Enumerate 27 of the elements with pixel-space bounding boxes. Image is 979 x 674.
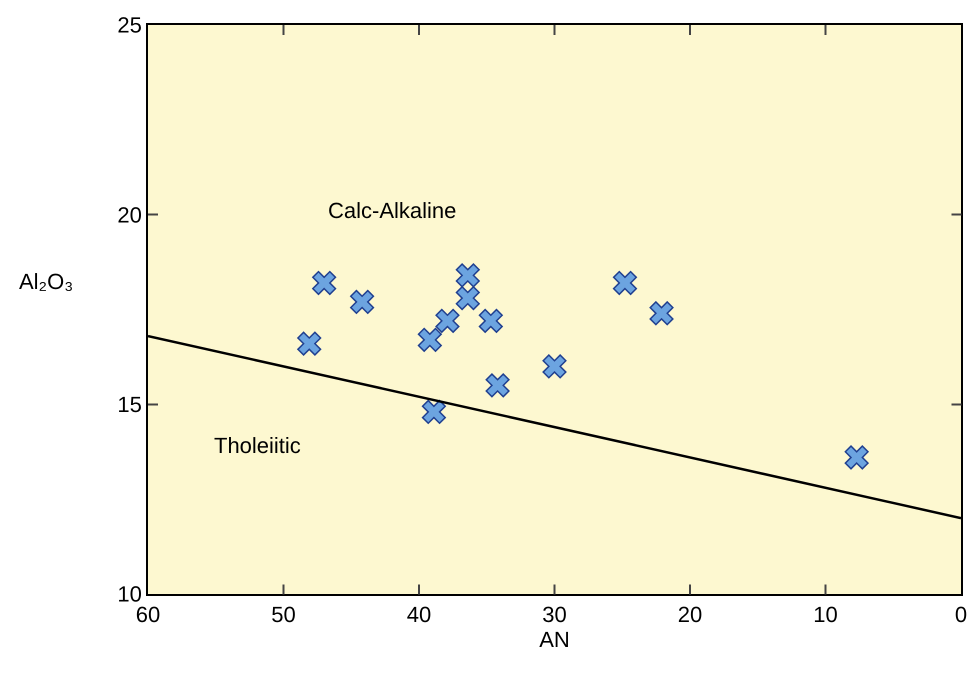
point <box>456 263 480 288</box>
point <box>350 290 374 314</box>
point <box>418 328 442 352</box>
x-tick-label: 30 <box>542 602 567 628</box>
point <box>844 445 869 470</box>
point <box>542 354 567 378</box>
point <box>456 286 480 310</box>
x-tick-label: 50 <box>271 602 296 628</box>
point <box>649 301 674 326</box>
x-tick-label: 10 <box>813 602 838 628</box>
point <box>612 270 638 296</box>
annotation: Calc-Alkaline <box>328 198 456 223</box>
x-tick-label: 20 <box>678 602 702 628</box>
point <box>297 332 322 356</box>
x-tick-label: 40 <box>406 602 432 628</box>
y-tick-label: 20 <box>117 202 142 228</box>
point <box>435 308 460 333</box>
point <box>478 308 503 333</box>
point <box>312 270 336 296</box>
point <box>486 373 510 398</box>
x-tick-label: 0 <box>954 602 968 628</box>
y-axis-title: Al₂O₃ <box>19 269 74 294</box>
point <box>422 400 446 424</box>
y-tick-label: 25 <box>117 12 142 38</box>
y-tick-label: 15 <box>117 392 142 418</box>
x-axis-title: AN <box>539 627 570 652</box>
annotation: Tholeiitic <box>214 433 301 458</box>
